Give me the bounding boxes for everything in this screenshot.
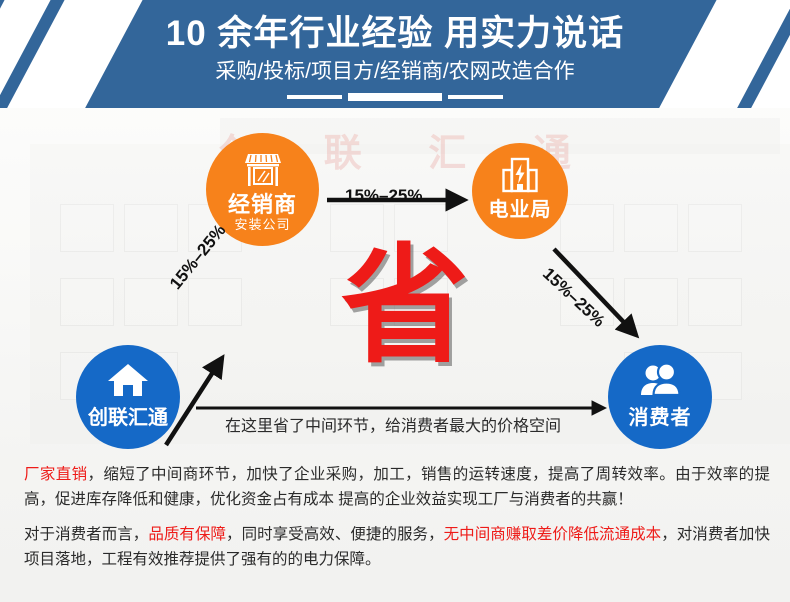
header-title: 10 余年行业经验 用实力说话 [165, 14, 625, 53]
center-savings-character: 省 [340, 235, 469, 378]
paragraph-one: 厂家直销，缩短了中间商环节，加快了企业采购，加工，销售的运转速度，提高了周转效率… [24, 462, 770, 512]
header-divider-center [348, 93, 442, 101]
arrow-power-to-consumer [552, 247, 640, 339]
edge-label-dealer-to-power: 15%–25% [345, 186, 423, 205]
node-dealer-label: 经销商 [227, 192, 297, 217]
node-consumer[interactable]: 消费者 [608, 345, 712, 449]
node-power-bureau-label: 电业局 [488, 199, 552, 221]
node-consumer-label: 消费者 [628, 407, 692, 429]
highlight-text: 厂家直销 [24, 466, 88, 483]
house-icon [76, 361, 180, 399]
header-banner: 10 余年行业经验 用实力说话 采购/投标/项目方/经销商/农网改造合作 [0, 0, 790, 108]
node-power-bureau[interactable]: 电业局 [472, 143, 568, 239]
node-brand-label: 创联汇通 [88, 407, 168, 429]
storefront-icon [206, 149, 319, 189]
users-icon [608, 361, 712, 399]
highlight-text: 无中间商赚取差价降低流通成本 [443, 526, 662, 543]
arrow-brand-to-dealer [164, 354, 225, 447]
body-text: ，对消费者加快项目落地，工程有效推荐提供了强有的的电力保障。 [24, 526, 770, 568]
diagram-bottom-caption: 在这里省了中间环节，给消费者最大的价格空间 [224, 418, 561, 435]
node-brand[interactable]: 创联汇通 [76, 345, 180, 449]
power-building-icon [472, 157, 568, 193]
body-text: ，缩短了中间商环节，加快了企业采购，加工，销售的运转速度，提高了周转效率。由于效… [24, 466, 770, 508]
body-text: ，同时享受高效、便捷的服务， [226, 526, 444, 543]
node-dealer[interactable]: 经销商 安装公司 [206, 133, 319, 246]
node-dealer-sublabel: 安装公司 [234, 217, 291, 232]
header-subtitle: 采购/投标/项目方/经销商/农网改造合作 [215, 60, 575, 83]
diagram-arrows [164, 188, 640, 447]
highlight-text: 品质有保障 [148, 526, 227, 543]
body-text: 对于消费者而言， [24, 526, 149, 543]
paragraph-two: 对于消费者而言，品质有保障，同时享受高效、便捷的服务，无中间商赚取差价降低流通成… [24, 522, 770, 572]
